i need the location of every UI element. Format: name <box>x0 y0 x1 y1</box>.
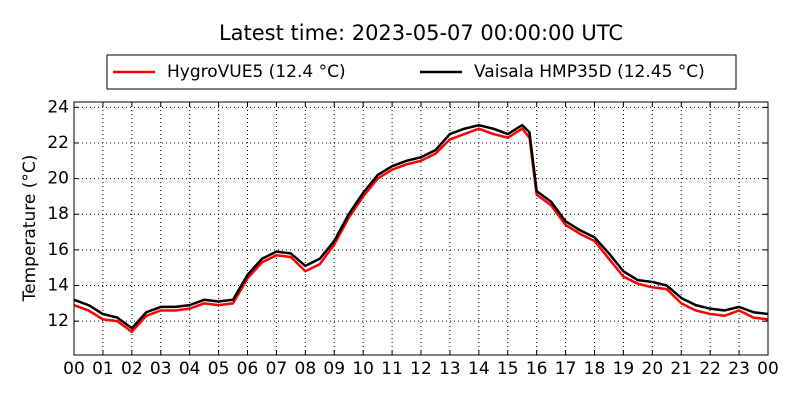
x-tick-label: 07 <box>266 359 288 379</box>
x-tick-label: 00 <box>63 359 85 379</box>
y-tick-label: 16 <box>47 240 69 260</box>
x-tick-label: 05 <box>208 359 230 379</box>
x-tick-label: 13 <box>439 359 461 379</box>
y-tick-label: 18 <box>47 204 69 224</box>
x-tick-label: 06 <box>237 359 259 379</box>
legend-label: Vaisala HMP35D (12.45 °C) <box>474 62 705 82</box>
legend-label: HygroVUE5 (12.4 °C) <box>167 62 346 82</box>
x-tick-label: 18 <box>584 359 606 379</box>
chart-title: Latest time: 2023-05-07 00:00:00 UTC <box>219 21 623 45</box>
x-tick-label: 22 <box>699 359 721 379</box>
x-tick-label: 04 <box>179 359 201 379</box>
plot-frame <box>73 101 769 356</box>
x-tick-label: 19 <box>613 359 635 379</box>
line-series <box>73 127 769 334</box>
x-tick-label: 15 <box>497 359 519 379</box>
y-tick-label: 24 <box>47 97 69 117</box>
x-tick-label: 03 <box>150 359 172 379</box>
y-tick-label: 20 <box>47 169 69 189</box>
x-tick-label: 12 <box>410 359 432 379</box>
x-tick-label: 09 <box>323 359 345 379</box>
x-tick-label: 10 <box>352 359 374 379</box>
x-tick-label: 16 <box>526 359 548 379</box>
x-tick-label: 00 <box>757 359 779 379</box>
x-tick-label: 14 <box>468 359 490 379</box>
x-tick-label: 17 <box>555 359 577 379</box>
x-tick-label: 21 <box>670 359 692 379</box>
x-tick-label: 11 <box>381 359 403 379</box>
x-tick-label: 20 <box>642 359 664 379</box>
y-tick-label: 12 <box>47 311 69 331</box>
x-tick-label: 08 <box>295 359 317 379</box>
x-tick-label: 01 <box>92 359 114 379</box>
y-axis-label: Temperature (°C) <box>20 155 40 303</box>
y-tick-label: 14 <box>47 276 69 296</box>
line-series <box>73 123 769 330</box>
y-tick-label: 22 <box>47 133 69 153</box>
x-tick-label: 23 <box>728 359 750 379</box>
x-tick-label: 02 <box>121 359 143 379</box>
